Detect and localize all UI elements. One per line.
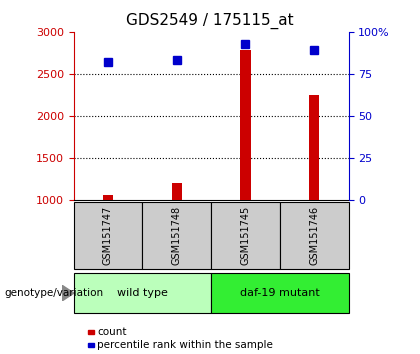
Text: GSM151747: GSM151747: [103, 206, 113, 265]
Text: GDS2549 / 175115_at: GDS2549 / 175115_at: [126, 12, 294, 29]
Bar: [240, 50, 251, 200]
Bar: [171, 183, 182, 200]
Text: GSM151748: GSM151748: [172, 206, 182, 265]
Polygon shape: [62, 285, 74, 301]
Text: GSM151746: GSM151746: [309, 206, 319, 265]
Text: daf-19 mutant: daf-19 mutant: [240, 288, 320, 298]
Text: wild type: wild type: [117, 288, 168, 298]
Text: GSM151745: GSM151745: [240, 206, 250, 265]
Text: percentile rank within the sample: percentile rank within the sample: [97, 340, 273, 350]
Text: count: count: [97, 327, 126, 337]
Bar: [309, 95, 319, 200]
Bar: [103, 195, 113, 200]
Text: genotype/variation: genotype/variation: [4, 288, 103, 298]
